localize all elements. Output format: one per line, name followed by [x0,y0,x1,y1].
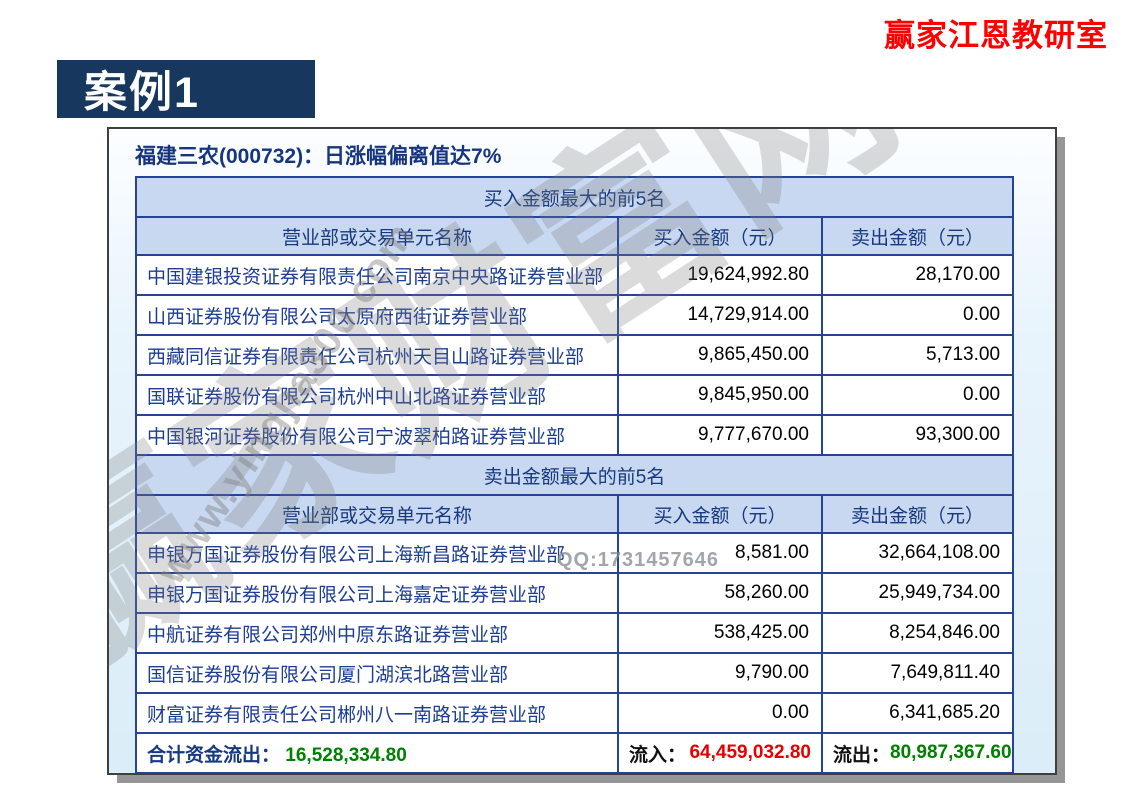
inflow-cell: 流入： 64,459,032.80 [617,732,823,773]
cell-buy-amount: 19,624,992.80 [617,254,823,296]
table-row: 申银万国证券股份有限公司上海嘉定证券营业部 58,260.00 25,949,7… [135,572,1015,614]
cell-sell-amount: 8,254,846.00 [820,612,1015,654]
outflow-label: 流出： [833,744,891,766]
table-row: 财富证券有限责任公司郴州八一南路证券营业部 0.00 6,341,685.20 [135,692,1015,734]
sell-section-header: 卖出金额最大的前5名 [134,454,1015,496]
cell-buy-amount: 9,790.00 [617,652,823,694]
cell-buy-amount: 0.00 [617,692,823,734]
cell-sell-amount: 93,300.00 [820,414,1015,456]
table-row: 中国银河证券股份有限公司宁波翠柏路证券营业部 9,777,670.00 93,3… [135,414,1015,456]
buy-section-header: 买入金额最大的前5名 [134,176,1015,218]
table-row: 国联证券股份有限公司杭州中山北路证券营业部 9,845,950.00 0.00 [135,374,1015,416]
report-title: 福建三农(000732)：日涨幅偏离值达7% [135,145,502,168]
cell-buy-amount: 58,260.00 [617,572,823,614]
cell-buy-amount: 538,425.00 [617,612,823,654]
cell-branch-name: 西藏同信证券有限责任公司杭州天目山路证券营业部 [135,334,619,376]
cell-branch-name: 申银万国证券股份有限公司上海嘉定证券营业部 [135,572,619,614]
inflow-value: 64,459,032.80 [689,742,811,763]
brand-title: 赢家江恩教研室 [884,18,1108,53]
inflow-label: 流入： [629,744,687,766]
sell-section-row: 卖出金额最大的前5名 [134,454,1015,496]
column-header-buy: 买入金额（元） [617,494,823,534]
cell-branch-name: 申银万国证券股份有限公司上海新昌路证券营业部 [135,532,619,574]
cell-branch-name: 国联证券股份有限公司杭州中山北路证券营业部 [135,374,619,416]
cell-branch-name: 中国银河证券股份有限公司宁波翠柏路证券营业部 [135,414,619,456]
table-row: 中国建银投资证券有限责任公司南京中央路证券营业部 19,624,992.80 2… [135,254,1015,296]
cell-sell-amount: 32,664,108.00 [820,532,1015,574]
cell-buy-amount: 9,845,950.00 [617,374,823,416]
sell-column-header-row: 营业部或交易单元名称 买入金额（元） 卖出金额（元） [135,494,1015,534]
outflow-cell: 流出： 80,987,367.60 [820,732,1015,773]
cell-buy-amount: 9,777,670.00 [617,414,823,456]
column-header-sell: 卖出金额（元） [820,216,1015,256]
cell-branch-name: 中国建银投资证券有限责任公司南京中央路证券营业部 [135,254,619,296]
cell-buy-amount: 14,729,914.00 [617,294,823,336]
case-title: 案例1 [84,69,200,117]
column-header-name: 营业部或交易单元名称 [135,494,619,534]
cell-branch-name: 山西证券股份有限公司太原府西街证券营业部 [135,294,619,336]
table-row: 山西证券股份有限公司太原府西街证券营业部 14,729,914.00 0.00 [135,294,1015,336]
total-outflow-value: 16,528,334.80 [285,744,407,766]
table-row: 西藏同信证券有限责任公司杭州天目山路证券营业部 9,865,450.00 5,7… [135,334,1015,376]
cell-branch-name: 国信证券股份有限公司厦门湖滨北路营业部 [135,652,619,694]
total-outflow-cell: 合计资金流出： 16,528,334.80 [135,732,619,773]
cell-buy-amount: 9,865,450.00 [617,334,823,376]
cell-buy-amount: 8,581.00 [617,532,823,574]
cell-sell-amount: 7,649,811.40 [820,652,1015,694]
column-header-sell: 卖出金额（元） [820,494,1015,534]
cell-sell-amount: 0.00 [820,294,1015,336]
table-row: 国信证券股份有限公司厦门湖滨北路营业部 9,790.00 7,649,811.4… [135,652,1015,694]
cell-sell-amount: 6,341,685.20 [820,692,1015,734]
cell-sell-amount: 25,949,734.00 [820,572,1015,614]
case-banner: 案例1 [57,60,315,118]
trade-table: 买入金额最大的前5名 营业部或交易单元名称 买入金额（元） 卖出金额（元） 中国… [134,176,1015,773]
outflow-value: 80,987,367.60 [890,742,1012,763]
cell-branch-name: 中航证券有限公司郑州中原东路证券营业部 [135,612,619,654]
cell-sell-amount: 28,170.00 [820,254,1015,296]
cell-sell-amount: 0.00 [820,374,1015,416]
cell-sell-amount: 5,713.00 [820,334,1015,376]
buy-section-row: 买入金额最大的前5名 [134,176,1015,218]
buy-column-header-row: 营业部或交易单元名称 买入金额（元） 卖出金额（元） [135,216,1015,256]
table-row: 中航证券有限公司郑州中原东路证券营业部 538,425.00 8,254,846… [135,612,1015,654]
cell-branch-name: 财富证券有限责任公司郴州八一南路证券营业部 [135,692,619,734]
table-row: 申银万国证券股份有限公司上海新昌路证券营业部 8,581.00 32,664,1… [135,532,1015,574]
report-panel: 福建三农(000732)：日涨幅偏离值达7% 买入金额最大的前5名 营业部或交易… [107,127,1057,775]
footer-row: 合计资金流出： 16,528,334.80 流入： 64,459,032.80 … [135,732,1015,773]
column-header-name: 营业部或交易单元名称 [135,216,619,256]
column-header-buy: 买入金额（元） [617,216,823,256]
total-outflow-label: 合计资金流出： [147,744,281,766]
